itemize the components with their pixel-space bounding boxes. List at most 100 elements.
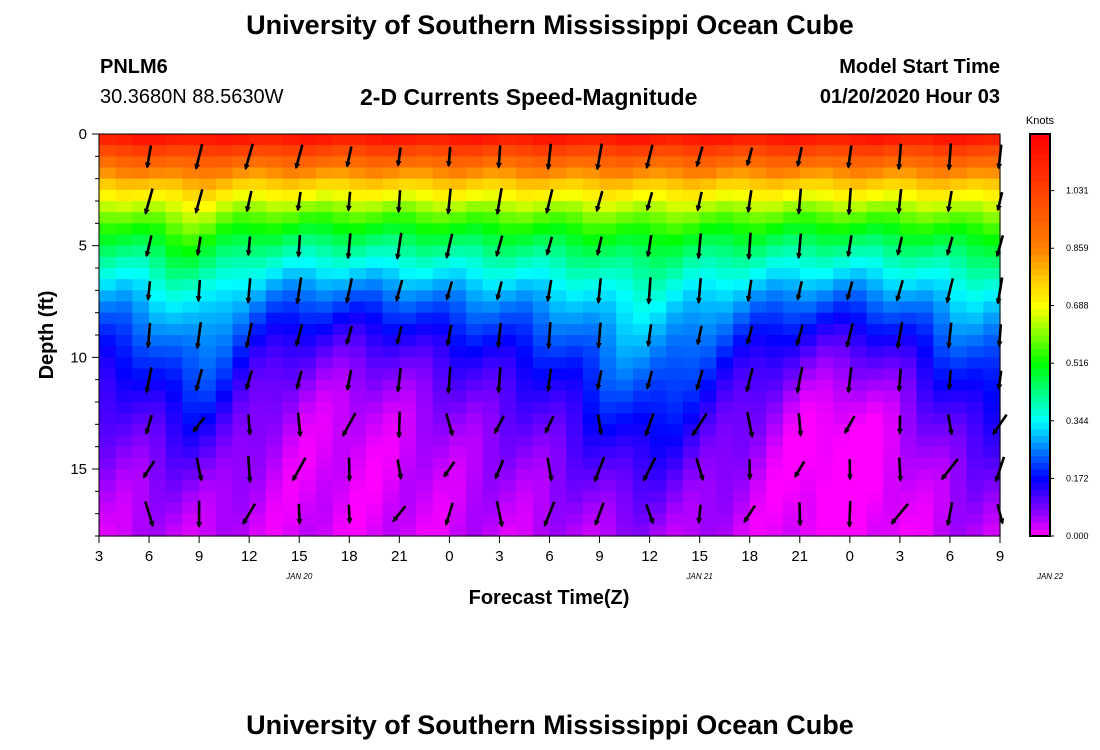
heatmap-cell (499, 290, 517, 303)
current-vector-arrow (645, 503, 655, 525)
heatmap-cell (365, 424, 384, 437)
heatmap-cell (182, 312, 200, 325)
heatmap-cell (349, 502, 367, 515)
heatmap-cell (849, 491, 868, 504)
heatmap-cell (699, 469, 717, 481)
heatmap-cell (916, 189, 934, 202)
heatmap-cell (516, 245, 534, 258)
heatmap-cell (299, 457, 317, 470)
heatmap-cell (182, 480, 200, 492)
heatmap-cell (399, 167, 417, 180)
heatmap-cell (983, 435, 1001, 448)
heatmap-cell (749, 167, 768, 180)
current-vector-arrow (545, 143, 553, 171)
heatmap-cell (532, 156, 551, 169)
heatmap-cell (899, 301, 918, 314)
heatmap-cell (482, 357, 501, 370)
heatmap-cell (616, 323, 634, 336)
heatmap-cell (499, 145, 517, 157)
heatmap-cell (516, 279, 534, 291)
heatmap-cell (749, 178, 768, 191)
heatmap-cell (432, 178, 450, 191)
heatmap-cell (532, 513, 551, 526)
heatmap-cell (365, 145, 384, 157)
heatmap-cell (482, 212, 501, 224)
heatmap-cell (566, 390, 584, 403)
heatmap-cell (99, 513, 117, 526)
heatmap-cell (132, 323, 150, 336)
current-vector-arrow (145, 281, 152, 301)
heatmap-cell (582, 480, 601, 492)
heatmap-cell (499, 156, 517, 169)
heatmap-cell (449, 290, 467, 303)
heatmap-cell (532, 424, 551, 437)
heatmap-cell (165, 368, 184, 381)
heatmap-cell (349, 268, 367, 280)
heatmap-cell (482, 368, 501, 381)
heatmap-cell (165, 301, 184, 314)
heatmap-cell (99, 402, 117, 414)
heatmap-cell (916, 524, 934, 537)
heatmap-cell (532, 480, 551, 492)
heatmap-cell (599, 212, 617, 224)
heatmap-cell (933, 513, 951, 526)
heatmap-cell (599, 290, 617, 303)
heatmap-cell (733, 402, 751, 414)
current-vector-arrow (796, 233, 803, 260)
heatmap-cell (716, 346, 734, 358)
current-vector-arrow (495, 187, 503, 216)
heatmap-cell (816, 145, 834, 157)
heatmap-cell (899, 201, 918, 213)
current-vector-arrow (744, 367, 754, 393)
heatmap-cell (165, 346, 184, 358)
heatmap-cell (365, 524, 384, 537)
heatmap-cell (282, 413, 300, 425)
heatmap-cell (983, 178, 1001, 191)
heatmap-cell (482, 524, 501, 537)
heatmap-cell (365, 223, 384, 236)
heatmap-cell (833, 513, 851, 526)
heatmap-cell (866, 279, 884, 291)
heatmap-cell (416, 469, 434, 481)
heatmap-cell (499, 368, 517, 381)
heatmap-cell (833, 446, 851, 459)
heatmap-cell (582, 524, 601, 537)
heatmap-cell (532, 167, 551, 180)
heatmap-cell (382, 346, 400, 358)
heatmap-cell (866, 435, 884, 448)
heatmap-cell (149, 134, 167, 146)
current-vector-arrow (295, 277, 303, 305)
heatmap-cell (766, 145, 784, 157)
heatmap-cell (549, 256, 567, 269)
heatmap-cell (299, 346, 317, 358)
heatmap-cell (132, 223, 150, 236)
current-vector-arrow (846, 187, 853, 216)
heatmap-cell (516, 167, 534, 180)
current-vector-arrow (845, 322, 854, 349)
heatmap-cell (466, 134, 484, 146)
heatmap-cell (582, 290, 601, 303)
heatmap-cell (182, 212, 200, 224)
heatmap-cell (916, 201, 934, 213)
heatmap-cell (682, 502, 701, 515)
colorbar-segment (1030, 214, 1050, 222)
heatmap-cell (716, 513, 734, 526)
current-vector-arrow (745, 147, 754, 167)
heatmap-cell (766, 212, 784, 224)
heatmap-cell (449, 424, 467, 437)
heatmap-cell (966, 524, 984, 537)
heatmap-cell (883, 234, 901, 247)
heatmap-cell (215, 368, 234, 381)
heatmap-cell (566, 502, 584, 515)
heatmap-cell (449, 189, 467, 202)
heatmap-cell (716, 312, 734, 325)
heatmap-cell (215, 279, 234, 291)
heatmap-cell (349, 357, 367, 370)
current-vector-arrow (195, 279, 202, 303)
heatmap-cell (632, 524, 651, 537)
heatmap-cell (449, 379, 467, 392)
heatmap-cell (449, 134, 467, 146)
heatmap-cell (883, 491, 901, 504)
heatmap-cell (349, 335, 367, 347)
heatmap-cell (949, 446, 968, 459)
